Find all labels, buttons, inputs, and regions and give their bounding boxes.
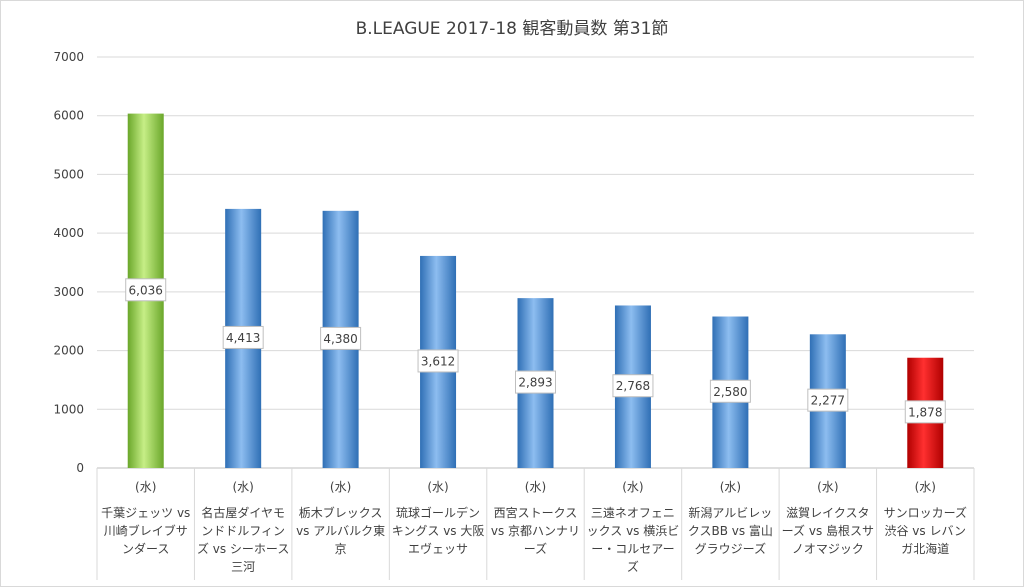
- y-tick-label: 0: [76, 461, 84, 475]
- y-tick-label: 6000: [53, 109, 84, 123]
- y-tick-label: 2000: [53, 344, 84, 358]
- x-tick-label: (水) 琉球ゴールデンキングス vs 大阪エヴェッサ: [389, 478, 486, 558]
- y-tick-label: 4000: [53, 226, 84, 240]
- x-tick-label: (水) 新潟アルビレックスBB vs 富山グラウジーズ: [682, 478, 779, 558]
- x-tick-day: (水): [329, 480, 352, 494]
- x-tick-name: 栃木ブレックス vs アルバルク東京: [296, 506, 386, 556]
- data-label: 2,768: [616, 379, 650, 393]
- x-tick-label: (水) サンロッカーズ渋谷 vs レバンガ北海道: [877, 478, 974, 558]
- y-tick-label: 5000: [53, 167, 84, 181]
- x-tick-label: (水) 三遠ネオフェニックス vs 横浜ビー・コルセアーズ: [584, 478, 681, 576]
- data-label: 4,413: [226, 331, 260, 345]
- x-tick-day: (水): [817, 480, 839, 494]
- data-label-box: [612, 374, 654, 398]
- data-label: 3,612: [421, 354, 455, 368]
- data-label-box: [125, 278, 167, 302]
- data-label-box: [222, 325, 264, 349]
- data-label: 2,893: [518, 376, 552, 390]
- data-label: 2,580: [713, 385, 747, 399]
- x-tick-label: (水) 栃木ブレックス vs アルバルク東京: [292, 478, 389, 558]
- x-tick-name: サンロッカーズ渋谷 vs レバンガ北海道: [883, 506, 967, 556]
- data-label-box: [807, 388, 849, 412]
- x-tick-name: 名古屋ダイヤモンドドルフィンズ vs シーホース三河: [196, 506, 290, 574]
- data-label-box: [709, 379, 751, 403]
- x-tick-label: (水) 名古屋ダイヤモンドドルフィンズ vs シーホース三河: [194, 478, 291, 576]
- x-tick-label: (水) 滋賀レイクスターズ vs 島根スサノオマジック: [779, 478, 876, 558]
- x-tick-day: (水): [719, 480, 742, 494]
- data-label-box: [515, 370, 556, 394]
- x-tick-name: 三遠ネオフェニックス vs 横浜ビー・コルセアーズ: [586, 506, 680, 574]
- x-tick-day: (水): [135, 480, 157, 494]
- x-tick-day: (水): [914, 480, 936, 494]
- x-tick-day: (水): [524, 480, 547, 494]
- data-label: 1,878: [908, 405, 942, 419]
- x-tick-name: 滋賀レイクスターズ vs 島根スサノオマジック: [781, 506, 875, 556]
- x-tick-label: (水) 千葉ジェッツ vs 川崎ブレイブサンダース: [97, 478, 194, 558]
- x-tick-label: (水) 西宮ストークス vs 京都ハンナリーズ: [487, 478, 584, 558]
- chart-title: B.LEAGUE 2017-18 観客動員数 第31節: [355, 19, 669, 39]
- x-tick-day: (水): [427, 480, 449, 494]
- data-label: 4,380: [323, 332, 357, 346]
- data-label-box: [904, 400, 946, 424]
- x-tick-day: (水): [622, 480, 644, 494]
- data-label-box: [320, 326, 362, 350]
- x-tick-name: 西宮ストークス vs 京都ハンナリーズ: [490, 506, 581, 556]
- x-tick-day: (水): [232, 480, 254, 494]
- data-label-box: [417, 349, 459, 373]
- y-tick-label: 7000: [53, 50, 84, 64]
- y-tick-label: 1000: [53, 402, 84, 416]
- data-label: 2,277: [811, 394, 845, 408]
- x-tick-name: 千葉ジェッツ vs 川崎ブレイブサンダース: [101, 506, 191, 556]
- data-label: 6,036: [129, 283, 163, 297]
- x-tick-name: 新潟アルビレックスBB vs 富山グラウジーズ: [687, 506, 773, 556]
- x-tick-name: 琉球ゴールデンキングス vs 大阪エヴェッサ: [391, 506, 485, 556]
- y-tick-label: 3000: [53, 285, 84, 299]
